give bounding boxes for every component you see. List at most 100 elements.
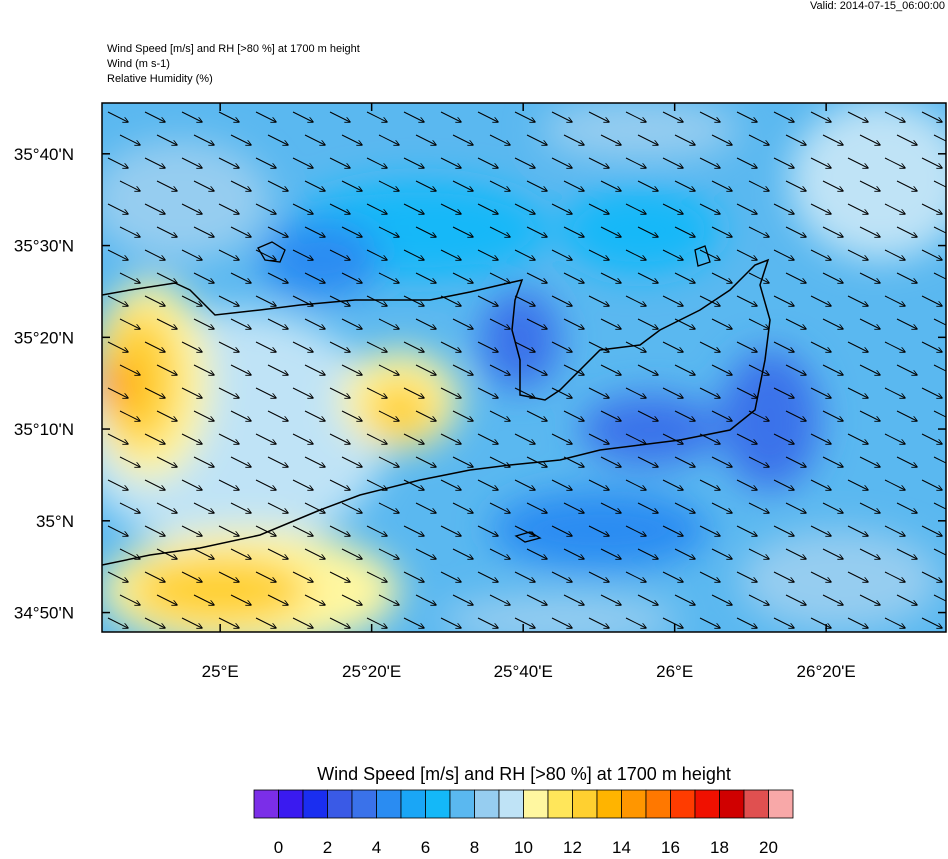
wind-arrow (933, 410, 946, 418)
wind-arrow (810, 157, 831, 168)
wind-arrow (847, 295, 868, 306)
wind-arrow (674, 134, 695, 145)
wind-arrow (119, 364, 140, 375)
wind-arrow (625, 525, 646, 536)
wind-arrow (810, 295, 831, 306)
wind-arrow (218, 111, 239, 122)
wind-arrow (551, 249, 572, 260)
wind-arrow (773, 249, 794, 260)
wind-arrow (378, 180, 399, 191)
wind-arrow (933, 548, 946, 556)
wind-arrow (341, 410, 362, 421)
wind-arrow (255, 479, 276, 490)
wind-arrow (600, 502, 621, 513)
colorbar-box (351, 789, 377, 819)
wind-arrow (440, 111, 461, 122)
colorbar-box (621, 789, 647, 819)
wind-arrow (637, 456, 658, 467)
wind-arrow (366, 433, 387, 444)
wind-arrow (896, 502, 917, 513)
wind-arrow (230, 318, 251, 329)
wind-arrow (366, 111, 387, 122)
wind-arrow (514, 111, 535, 122)
wind-arrow (551, 617, 572, 628)
wind-arrow (440, 525, 461, 536)
wind-arrow (736, 479, 757, 490)
wind-arrow (699, 479, 720, 490)
wind-arrow (329, 341, 350, 352)
wind-arrow (921, 295, 942, 306)
wind-arrow (526, 594, 547, 605)
wind-arrow (292, 295, 313, 306)
wind-arrow (674, 318, 695, 329)
wind-arrow (897, 641, 917, 651)
wind-arrow (526, 548, 547, 559)
wind-arrow (181, 387, 202, 398)
wind-arrow (329, 249, 350, 260)
wind-arrow (748, 180, 769, 191)
wind-arrow (588, 341, 609, 352)
wind-arrow (292, 571, 313, 582)
wind-arrow (304, 594, 325, 605)
wind-arrow (415, 134, 436, 145)
wind-arrow (292, 525, 313, 536)
wind-arrow (255, 111, 276, 122)
wind-arrow (773, 295, 794, 306)
wind-arrow (379, 641, 399, 651)
map-field (102, 103, 948, 651)
wind-arrow (625, 157, 646, 168)
wind-arrow (452, 364, 473, 375)
wind-arrow (934, 641, 948, 651)
wind-arrow (921, 203, 942, 214)
wind-arrow (193, 364, 214, 375)
wind-arrow (526, 456, 547, 467)
wind-arrow (292, 479, 313, 490)
wind-arrow (551, 433, 572, 444)
axes: 25°E 25°20'E 25°40'E 26°E 26°20'E 34°50'N 35°N… (14, 103, 946, 681)
wind-arrow (477, 295, 498, 306)
wind-arrow (822, 594, 843, 605)
colorbar-label: 18 (710, 838, 729, 854)
wind-arrow (403, 295, 424, 306)
wind-arrow (403, 387, 424, 398)
wind-arrow (563, 364, 584, 375)
wind-arrow (341, 456, 362, 467)
wind-arrow (625, 249, 646, 260)
x-tick-label: 26°20'E (797, 662, 856, 681)
wind-arrow (884, 203, 905, 214)
wind-arrow (859, 272, 880, 283)
wind-arrow (231, 641, 251, 651)
wind-arrow (736, 157, 757, 168)
wind-arrow (378, 318, 399, 329)
y-tick-label: 35°30'N (14, 237, 74, 256)
wind-arrow (107, 525, 128, 536)
colorbar-box (694, 789, 720, 819)
wind-arrow (711, 180, 732, 191)
wind-arrow (366, 617, 387, 628)
wind-arrow (255, 433, 276, 444)
wind-arrow (181, 525, 202, 536)
wind-arrow (736, 433, 757, 444)
wind-arrow (637, 548, 658, 559)
wind-arrow (773, 203, 794, 214)
wind-arrow (638, 641, 658, 651)
wind-arrow (415, 410, 436, 421)
wind-arrow (736, 341, 757, 352)
wind-arrow (884, 387, 905, 398)
colorbar-label: 8 (470, 838, 479, 854)
wind-arrow (440, 433, 461, 444)
wind-arrow (329, 479, 350, 490)
wind-arrow (736, 295, 757, 306)
map-frame (101, 102, 947, 633)
wind-arrow (304, 226, 325, 237)
wind-arrow (662, 295, 683, 306)
wind-arrow (749, 641, 769, 651)
wind-arrow (822, 180, 843, 191)
wind-arrow (156, 134, 177, 145)
wind-arrow (847, 249, 868, 260)
wind-arrow (107, 157, 128, 168)
wind-arrow (415, 502, 436, 513)
wind-arrow (514, 525, 535, 536)
wind-arrow (144, 203, 165, 214)
wind-arrow (156, 502, 177, 513)
